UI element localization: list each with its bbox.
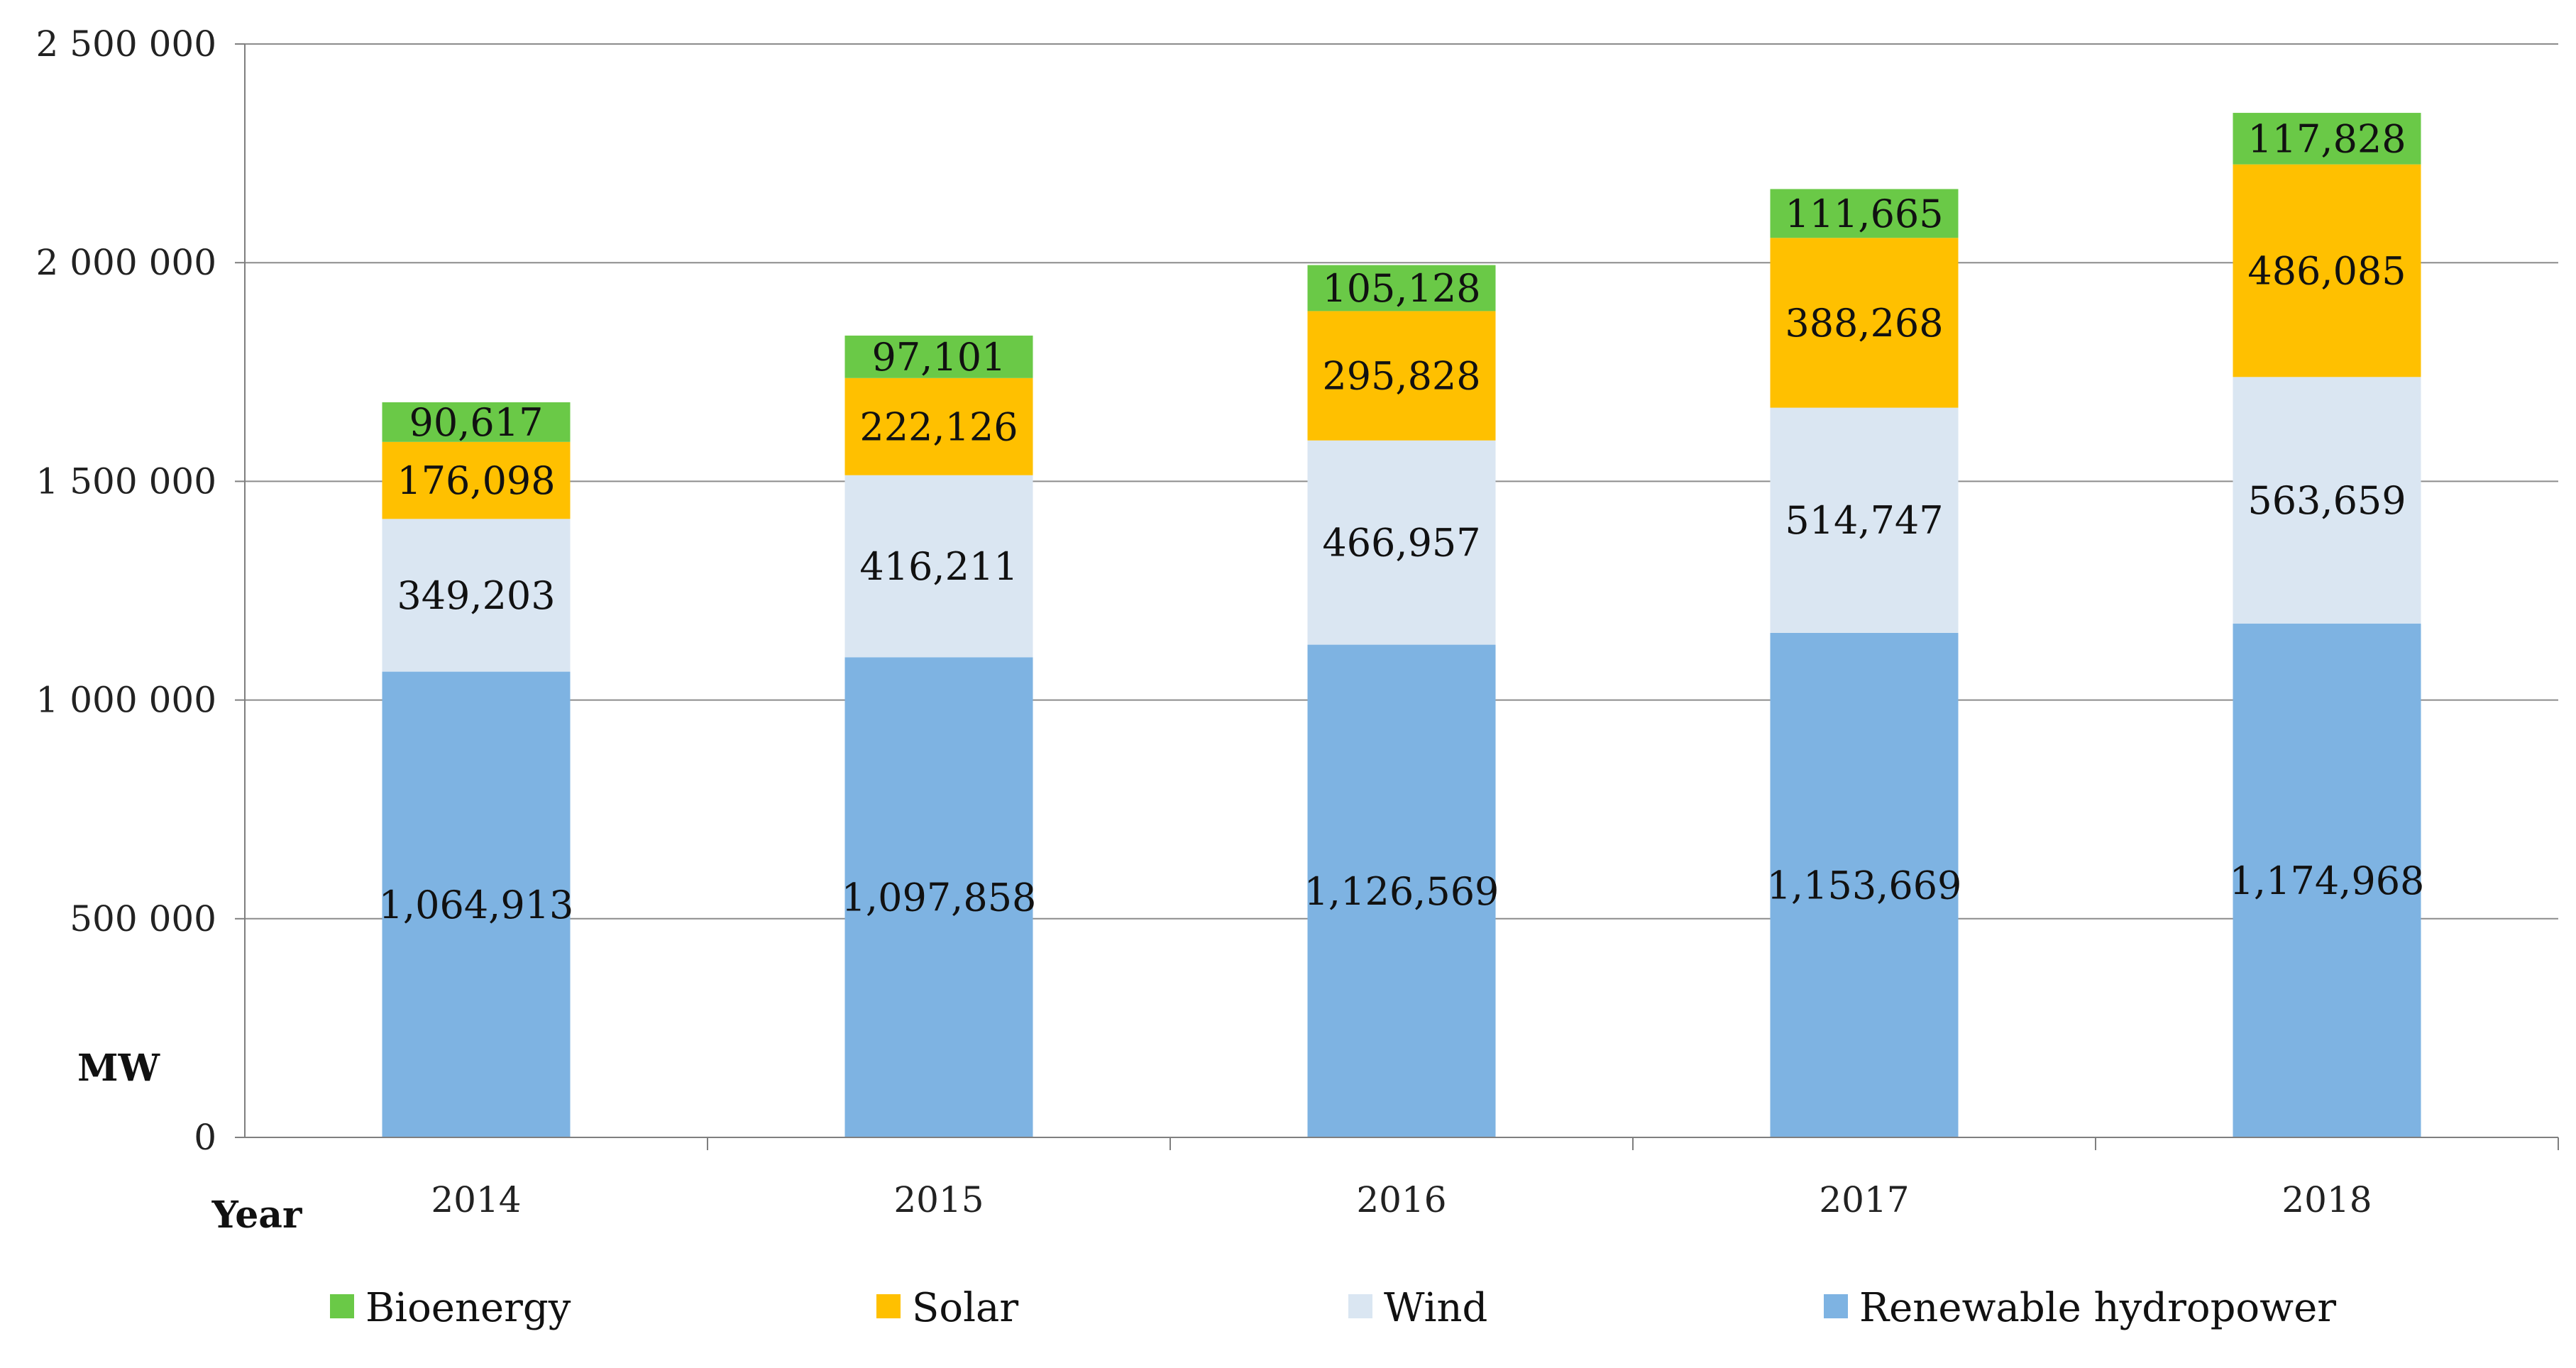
bar-segment-wind — [382, 519, 571, 672]
legend-label: Solar — [912, 1285, 1018, 1331]
data-label: 486,085 — [2247, 248, 2406, 293]
legend: Bioenergy Solar Wind Renewable hydropower — [330, 1285, 2336, 1331]
bar-segment-bioenergy — [1307, 265, 1496, 311]
axes: 0 500 000 1 000 000 1 500 000 2 000 000 2 500… — [36, 23, 2559, 1220]
y-tick-label: 1 000 000 — [36, 680, 216, 721]
x-tick-label: 2015 — [893, 1179, 984, 1220]
y-tick-label: 1 500 000 — [36, 460, 216, 502]
data-label: 97,101 — [872, 335, 1006, 380]
data-label: 1,097,858 — [842, 876, 1037, 920]
data-label: 222,126 — [859, 404, 1018, 449]
data-label: 1,153,669 — [1767, 863, 1962, 908]
x-tick-label: 2017 — [1819, 1179, 1909, 1220]
bar-segment-solar — [382, 441, 571, 519]
bar-segment-renewable-hydropower — [844, 657, 1033, 1137]
data-label: 1,174,968 — [2230, 859, 2425, 903]
bars: 1,064,913 349,203 176,098 90,617 1,097,858 41… — [379, 113, 2425, 1137]
bar-segment-renewable-hydropower — [1770, 632, 1959, 1137]
data-label: 90,617 — [409, 400, 544, 445]
legend-swatch — [1824, 1294, 1848, 1318]
bar-segment-solar — [844, 377, 1033, 475]
data-label: 111,665 — [1785, 192, 1943, 236]
legend-swatch — [876, 1294, 901, 1318]
data-label: 349,203 — [397, 573, 555, 618]
legend-swatch — [1348, 1294, 1372, 1318]
x-tick-label: 2018 — [2281, 1179, 2372, 1220]
bar-segment-bioenergy — [844, 335, 1033, 378]
bar-segment-solar — [1307, 311, 1496, 441]
x-tick-label: 2016 — [1356, 1179, 1446, 1220]
data-label: 466,957 — [1322, 521, 1480, 566]
bar-segment-renewable-hydropower — [1307, 644, 1496, 1137]
data-label: 514,747 — [1785, 498, 1943, 543]
data-label: 388,268 — [1785, 301, 1943, 346]
data-label: 563,659 — [2247, 478, 2406, 523]
data-label: 117,828 — [2247, 116, 2406, 161]
bar-segment-renewable-hydropower — [382, 671, 571, 1137]
data-label: 1,126,569 — [1304, 869, 1499, 914]
bar-segment-wind — [1770, 407, 1959, 633]
data-label: 176,098 — [397, 458, 555, 503]
legend-swatch — [330, 1294, 354, 1318]
bar-segment-bioenergy — [382, 402, 571, 442]
data-label: 105,128 — [1322, 266, 1480, 311]
bar-segment-wind — [1307, 440, 1496, 645]
legend-label: Bioenergy — [365, 1285, 571, 1331]
bar-segment-wind — [2233, 377, 2421, 624]
legend-label: Wind — [1384, 1285, 1487, 1331]
data-label: 295,828 — [1322, 354, 1480, 399]
bar-segment-bioenergy — [2233, 113, 2421, 165]
bar-segment-solar — [2233, 164, 2421, 377]
x-axis-title: Year — [211, 1193, 302, 1237]
y-tick-label: 2 500 000 — [36, 23, 216, 65]
bar-segment-renewable-hydropower — [2233, 623, 2421, 1137]
bar-segment-solar — [1770, 238, 1959, 408]
y-tick-label: 500 000 — [70, 898, 216, 939]
y-tick-label: 0 — [194, 1117, 216, 1158]
legend-label: Renewable hydropower — [1859, 1285, 2336, 1331]
bar-segment-wind — [844, 475, 1033, 658]
y-axis-title: MW — [77, 1047, 161, 1090]
x-tick-label: 2014 — [431, 1179, 521, 1220]
bar-segment-bioenergy — [1770, 189, 1959, 238]
y-tick-label: 2 000 000 — [36, 242, 216, 283]
data-label: 1,064,913 — [379, 883, 574, 927]
data-label: 416,211 — [859, 544, 1018, 589]
